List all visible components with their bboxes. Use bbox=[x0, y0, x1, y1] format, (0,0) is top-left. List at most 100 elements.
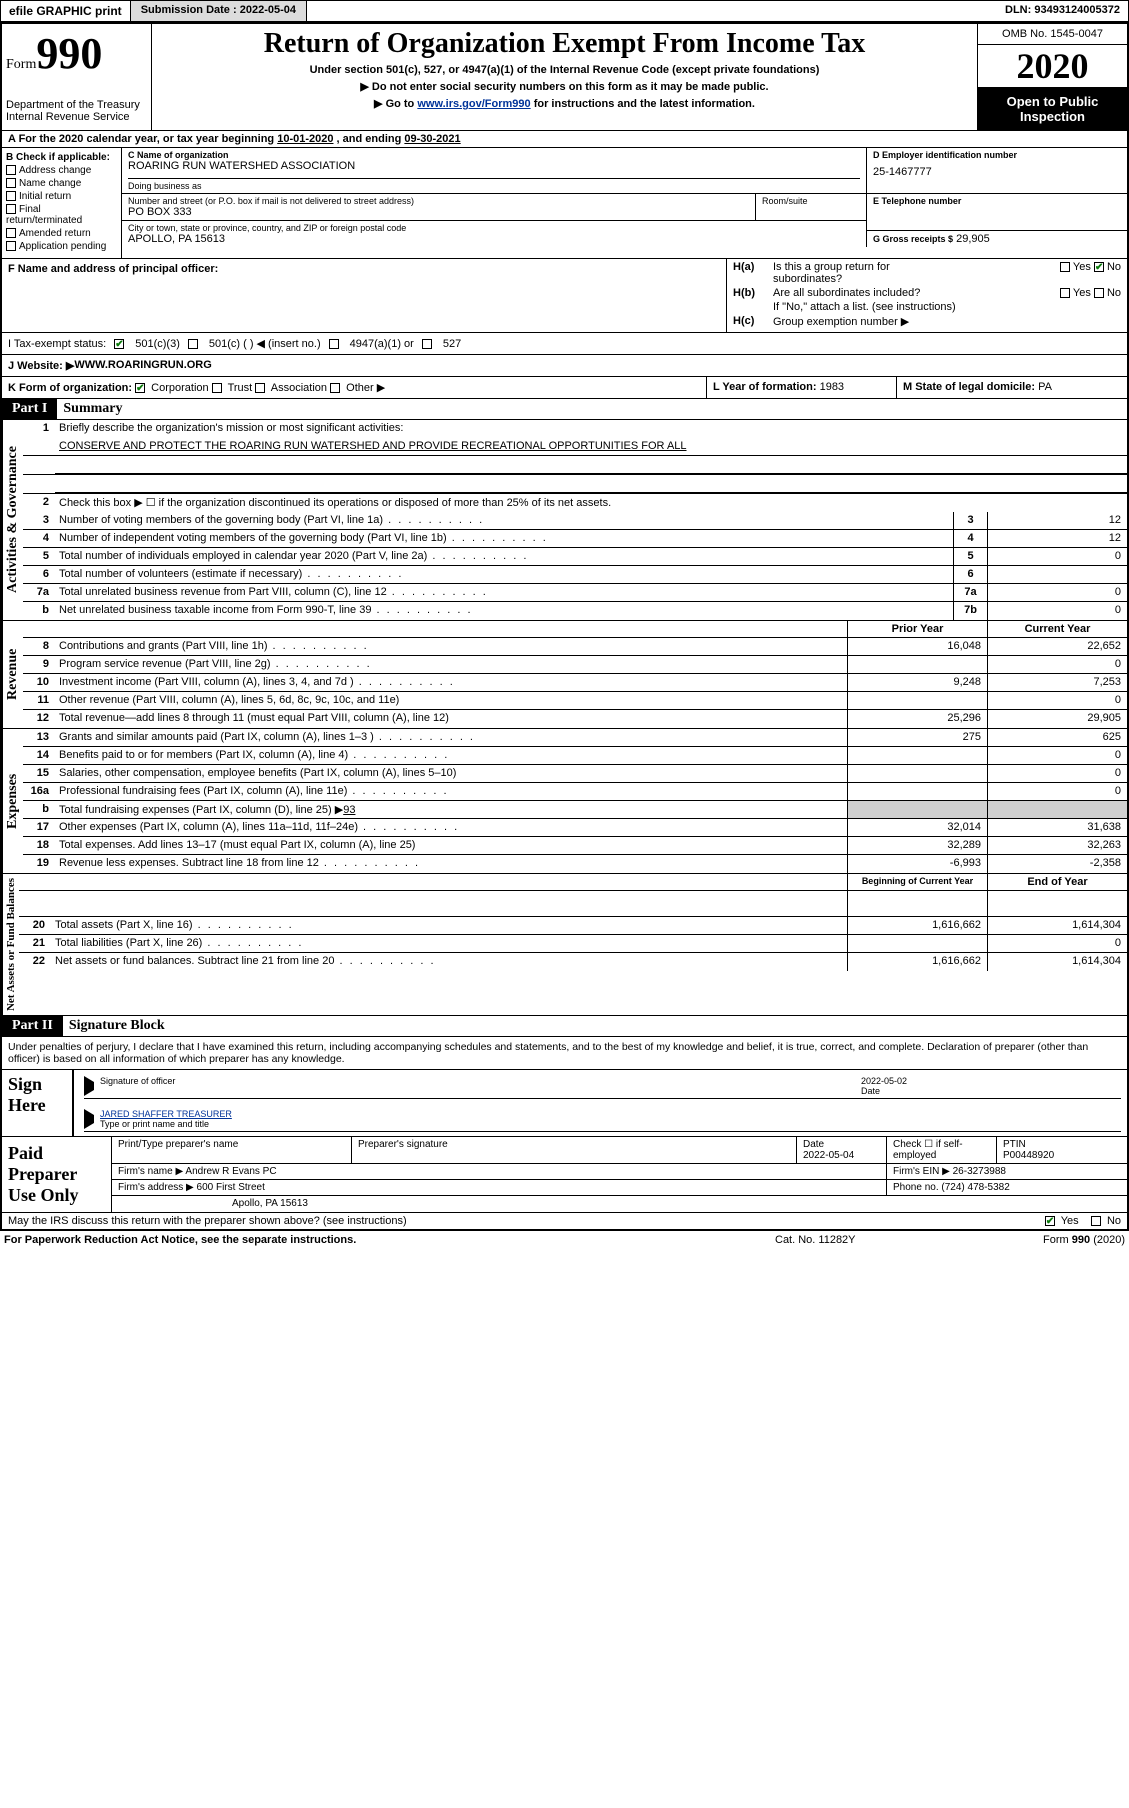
open-line2: Inspection bbox=[982, 109, 1123, 124]
line16b-num: b bbox=[23, 801, 55, 818]
chk-final-return[interactable] bbox=[6, 204, 16, 214]
line4-num: 4 bbox=[23, 530, 55, 547]
street-label: Number and street (or P.O. box if mail i… bbox=[128, 196, 749, 206]
signer-name-label: Type or print name and title bbox=[100, 1119, 209, 1129]
line6-num: 6 bbox=[23, 566, 55, 583]
firm-ein-label: Firm's EIN ▶ bbox=[893, 1166, 950, 1177]
chk-trust[interactable] bbox=[212, 383, 222, 393]
chk-initial-return[interactable] bbox=[6, 191, 16, 201]
line20-prior: 1,616,662 bbox=[847, 917, 987, 934]
line18-prior: 32,289 bbox=[847, 837, 987, 854]
lbl-initial-return: Initial return bbox=[19, 191, 71, 202]
dept-irs: Internal Revenue Service bbox=[6, 111, 147, 123]
top-bar: efile GRAPHIC print Submission Date : 20… bbox=[0, 0, 1129, 22]
line12-num: 12 bbox=[23, 710, 55, 728]
col-h: H(a) Is this a group return for subordin… bbox=[727, 259, 1127, 332]
chk-app-pending[interactable] bbox=[6, 241, 16, 251]
chk-corp[interactable] bbox=[135, 383, 145, 393]
line5-val: 0 bbox=[987, 548, 1127, 565]
firm-ein: 26-3273988 bbox=[953, 1166, 1006, 1177]
line21-current: 0 bbox=[987, 935, 1127, 952]
form-number: Form990 bbox=[6, 28, 147, 79]
dln-label: DLN: bbox=[1005, 4, 1031, 16]
chk-discuss-yes[interactable] bbox=[1045, 1216, 1055, 1226]
line10-num: 10 bbox=[23, 674, 55, 691]
chk-ha-no[interactable] bbox=[1094, 262, 1104, 272]
line19-num: 19 bbox=[23, 855, 55, 873]
line4-desc: Number of independent voting members of … bbox=[55, 530, 953, 547]
line15-prior bbox=[847, 765, 987, 782]
chk-hb-no[interactable] bbox=[1094, 288, 1104, 298]
chk-other[interactable] bbox=[330, 383, 340, 393]
city-value: APOLLO, PA 15613 bbox=[128, 233, 860, 245]
year-formation-label: L Year of formation: bbox=[713, 381, 817, 393]
line9-current: 0 bbox=[987, 656, 1127, 673]
line10-current: 7,253 bbox=[987, 674, 1127, 691]
line16a-desc: Professional fundraising fees (Part IX, … bbox=[55, 783, 847, 800]
row-j-website: J Website: ▶ WWW.ROARINGRUN.ORG bbox=[2, 355, 1127, 377]
rowj-label: J Website: ▶ bbox=[8, 359, 74, 372]
part-i-header: Part I Summary bbox=[2, 399, 1127, 420]
chk-discuss-no[interactable] bbox=[1091, 1216, 1101, 1226]
hc-label: H(c) bbox=[733, 315, 773, 327]
opt-assoc: Association bbox=[271, 382, 327, 394]
part-ii-header: Part II Signature Block bbox=[2, 1015, 1127, 1037]
form-990-footer: 990 bbox=[1072, 1234, 1090, 1246]
line11-num: 11 bbox=[23, 692, 55, 709]
perjury-text: Under penalties of perjury, I declare th… bbox=[2, 1037, 1127, 1069]
line10-prior: 9,248 bbox=[847, 674, 987, 691]
part-i-title: Summary bbox=[63, 401, 122, 417]
chk-4947[interactable] bbox=[329, 339, 339, 349]
form-label-footer: Form bbox=[1043, 1234, 1072, 1246]
line14-prior bbox=[847, 747, 987, 764]
line14-current: 0 bbox=[987, 747, 1127, 764]
chk-527[interactable] bbox=[422, 339, 432, 349]
chk-amended[interactable] bbox=[6, 228, 16, 238]
line22-current: 1,614,304 bbox=[987, 953, 1127, 971]
section-expenses: Expenses 13Grants and similar amounts pa… bbox=[2, 729, 1127, 874]
irs-link[interactable]: www.irs.gov/Form990 bbox=[417, 98, 530, 110]
row-a-tax-year: A For the 2020 calendar year, or tax yea… bbox=[2, 131, 1127, 148]
hb-no: No bbox=[1107, 287, 1121, 299]
line22-prior: 1,616,662 bbox=[847, 953, 987, 971]
efile-label: efile GRAPHIC print bbox=[1, 1, 131, 21]
rowi-label: I Tax-exempt status: bbox=[8, 338, 106, 350]
line22-num: 22 bbox=[19, 953, 51, 971]
part-ii-tab: Part II bbox=[2, 1016, 63, 1036]
chk-hb-yes[interactable] bbox=[1060, 288, 1070, 298]
firm-addr2: Apollo, PA 15613 bbox=[112, 1196, 1127, 1211]
col-b-checkboxes: B Check if applicable: Address change Na… bbox=[2, 148, 122, 258]
chk-assoc[interactable] bbox=[255, 383, 265, 393]
prep-name-label: Print/Type preparer's name bbox=[112, 1137, 352, 1163]
org-name: ROARING RUN WATERSHED ASSOCIATION bbox=[128, 160, 860, 172]
sig-date: 2022-05-02 bbox=[861, 1076, 907, 1086]
signer-name[interactable]: JARED SHAFFER TREASURER bbox=[100, 1109, 232, 1119]
line18-num: 18 bbox=[23, 837, 55, 854]
mission-text: CONSERVE AND PROTECT THE ROARING RUN WAT… bbox=[55, 438, 1127, 455]
line21-prior bbox=[847, 935, 987, 952]
firm-phone-label: Phone no. bbox=[893, 1182, 939, 1193]
line5-num: 5 bbox=[23, 548, 55, 565]
discuss-no: No bbox=[1107, 1215, 1121, 1227]
line3-val: 12 bbox=[987, 512, 1127, 529]
goto-suffix: for instructions and the latest informat… bbox=[531, 98, 755, 110]
room-label: Room/suite bbox=[756, 194, 866, 220]
submission-date-cell: Submission Date : 2022-05-04 bbox=[131, 1, 307, 21]
opt-other: Other ▶ bbox=[346, 382, 385, 394]
firm-phone: (724) 478-5382 bbox=[941, 1182, 1009, 1193]
line19-desc: Revenue less expenses. Subtract line 18 … bbox=[55, 855, 847, 873]
lbl-final-return: Final return/terminated bbox=[6, 204, 82, 226]
line6-box: 6 bbox=[953, 566, 987, 583]
chk-501c[interactable] bbox=[188, 339, 198, 349]
vlabel-revenue: Revenue bbox=[2, 621, 23, 728]
prep-date-label: Date bbox=[803, 1139, 824, 1150]
chk-name-change[interactable] bbox=[6, 178, 16, 188]
chk-501c3[interactable] bbox=[114, 339, 124, 349]
hdr-begin-year: Beginning of Current Year bbox=[847, 874, 987, 890]
line8-num: 8 bbox=[23, 638, 55, 655]
line11-current: 0 bbox=[987, 692, 1127, 709]
form-header: Form990 Department of the Treasury Inter… bbox=[2, 24, 1127, 131]
chk-ha-yes[interactable] bbox=[1060, 262, 1070, 272]
dln-cell: DLN: 93493124005372 bbox=[997, 1, 1128, 21]
chk-address-change[interactable] bbox=[6, 165, 16, 175]
